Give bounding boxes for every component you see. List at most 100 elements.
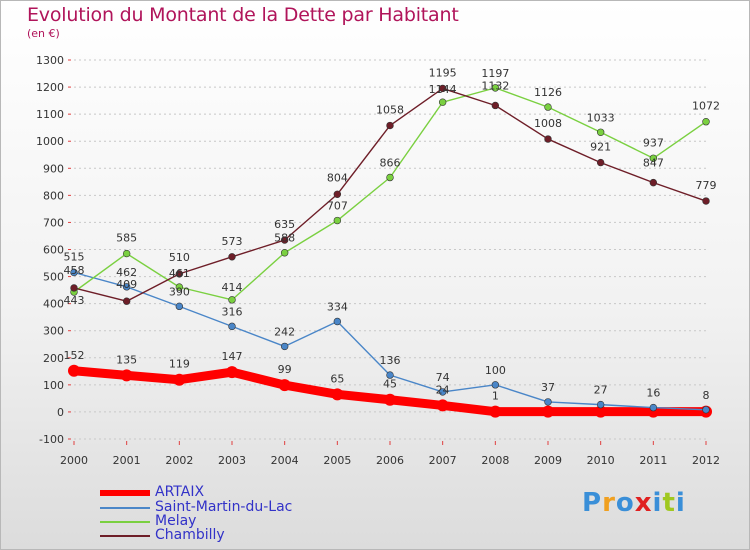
logo-letter: t — [662, 488, 676, 518]
point-artaix-2009 — [542, 405, 554, 418]
legend-swatch-artaix — [100, 490, 150, 496]
data-label-melay-2011: 937 — [643, 136, 664, 149]
point-artaix-2007 — [436, 399, 449, 412]
y-tick-label-600: 600 — [43, 244, 64, 257]
y-tick-label--100: -100 — [39, 433, 64, 446]
logo-letter: r — [602, 488, 616, 518]
data-label-saint-martin-du-lac-2001: 462 — [116, 266, 137, 279]
point-melay-2007 — [438, 98, 447, 106]
point-chambilly-2000 — [70, 284, 78, 292]
data-label-artaix-2002: 119 — [169, 358, 190, 371]
data-label-saint-martin-du-lac-2003: 316 — [222, 305, 243, 318]
legend-swatch-saint-martin-du-lac — [100, 507, 150, 509]
point-melay-2012 — [702, 118, 710, 126]
y-axis: -100 0 100 200 300 400 500 600 700 800 900 1000 1100… — [36, 54, 71, 446]
point-saint-martin-du-lac-2000 — [70, 268, 78, 277]
point-artaix-2005 — [331, 388, 344, 401]
data-label-artaix-2003: 147 — [222, 350, 243, 363]
data-label-melay-2001: 585 — [116, 232, 137, 245]
y-tick-label-300: 300 — [43, 325, 64, 338]
point-artaix-2002 — [173, 373, 186, 386]
x-tick-label-2011: 2011 — [639, 454, 667, 467]
point-melay-2008 — [491, 84, 500, 92]
data-label-chambilly-2003: 573 — [222, 235, 243, 248]
point-saint-martin-du-lac-2002 — [175, 302, 184, 311]
data-label-artaix-2006: 45 — [383, 378, 397, 391]
y-tick-label-100: 100 — [43, 379, 64, 392]
point-saint-martin-du-lac-2006 — [386, 371, 394, 379]
legend-label-melay: Melay — [155, 513, 197, 529]
data-label-melay-2004: 588 — [274, 232, 295, 245]
data-label-melay-2002: 461 — [169, 267, 190, 280]
data-label-artaix-2005: 65 — [330, 372, 344, 385]
point-melay-2011 — [649, 154, 658, 162]
x-tick-label-2009: 2009 — [534, 454, 562, 467]
logo-letter: i — [675, 488, 686, 518]
legend-item-artaix: ARTAIX — [100, 484, 400, 500]
data-label-chambilly-2005: 804 — [327, 171, 348, 184]
point-chambilly-2007 — [438, 84, 447, 93]
data-label-saint-martin-du-lac-2011: 16 — [646, 387, 660, 400]
point-chambilly-2008 — [491, 101, 500, 110]
point-chambilly-2004 — [280, 236, 289, 244]
data-label-melay-2010: 1033 — [587, 111, 615, 124]
proxiti-logo: Proxiti — [582, 488, 686, 518]
data-label-melay-2006: 866 — [380, 156, 401, 169]
data-labels: 152 135 119 147 99 65 45 24 1 515 462 390 316 242 334 1… — [64, 66, 721, 402]
point-saint-martin-du-lac-2003 — [228, 322, 236, 331]
point-saint-martin-du-lac-2012 — [702, 406, 710, 414]
y-tick-label-400: 400 — [43, 298, 64, 311]
point-chambilly-2001 — [122, 297, 131, 305]
point-saint-martin-du-lac-2005 — [333, 317, 342, 326]
logo-letter: x — [634, 488, 653, 518]
x-tick-label-2004: 2004 — [271, 454, 299, 467]
point-saint-martin-du-lac-2008 — [491, 381, 500, 389]
data-label-chambilly-2009: 1008 — [534, 117, 562, 130]
y-tick-label-500: 500 — [43, 271, 64, 284]
point-chambilly-2006 — [386, 121, 394, 130]
data-label-artaix-2007: 24 — [436, 383, 450, 396]
chart-subtitle: (en €) — [27, 27, 60, 40]
data-label-chambilly-2001: 409 — [116, 278, 137, 291]
y-tick-label-900: 900 — [43, 162, 64, 175]
data-label-saint-martin-du-lac-2000: 515 — [64, 251, 85, 264]
point-artaix-2003 — [226, 366, 238, 379]
point-saint-martin-du-lac-2010 — [596, 400, 605, 409]
legend-item-chambilly: Chambilly — [100, 527, 400, 543]
point-melay-2010 — [596, 128, 605, 136]
point-chambilly-2010 — [596, 158, 605, 167]
data-label-artaix-2008: 1 — [492, 390, 499, 403]
legend-label-saint-martin-du-lac: Saint-Martin-du-Lac — [155, 499, 293, 515]
y-tick-label-1200: 1200 — [36, 81, 64, 94]
data-label-melay-2008: 1197 — [481, 67, 509, 80]
point-melay-2001 — [122, 249, 131, 258]
data-label-melay-2009: 1126 — [534, 86, 562, 99]
data-label-saint-martin-du-lac-2006: 136 — [380, 354, 401, 367]
data-label-chambilly-2004: 635 — [274, 218, 295, 231]
y-tick-label-700: 700 — [43, 216, 64, 229]
point-artaix-2001 — [120, 369, 133, 382]
series-group — [68, 84, 712, 418]
y-tick-label-1300: 1300 — [36, 54, 64, 67]
data-label-melay-2005: 707 — [327, 200, 348, 213]
legend-item-saint-martin-du-lac: Saint-Martin-du-Lac — [100, 499, 400, 515]
point-artaix-2010 — [594, 405, 607, 418]
point-chambilly-2012 — [702, 197, 710, 205]
y-tick-label-1000: 1000 — [36, 135, 64, 148]
y-tick-label-0: 0 — [57, 406, 64, 419]
legend-item-melay: Melay — [100, 513, 400, 529]
data-label-melay-2012: 1072 — [692, 100, 720, 113]
logo-letter: P — [582, 488, 603, 518]
data-label-artaix-2004: 99 — [278, 363, 292, 376]
data-label-artaix-2001: 135 — [116, 353, 137, 366]
point-melay-2004 — [280, 249, 289, 257]
x-tick-label-2006: 2006 — [376, 454, 404, 467]
data-label-melay-2003: 414 — [222, 281, 243, 294]
legend-label-chambilly: Chambilly — [155, 527, 225, 543]
logo-letter: o — [615, 488, 635, 518]
point-saint-martin-du-lac-2011 — [649, 403, 658, 412]
point-chambilly-2002 — [175, 270, 184, 278]
x-tick-label-2007: 2007 — [429, 454, 457, 467]
